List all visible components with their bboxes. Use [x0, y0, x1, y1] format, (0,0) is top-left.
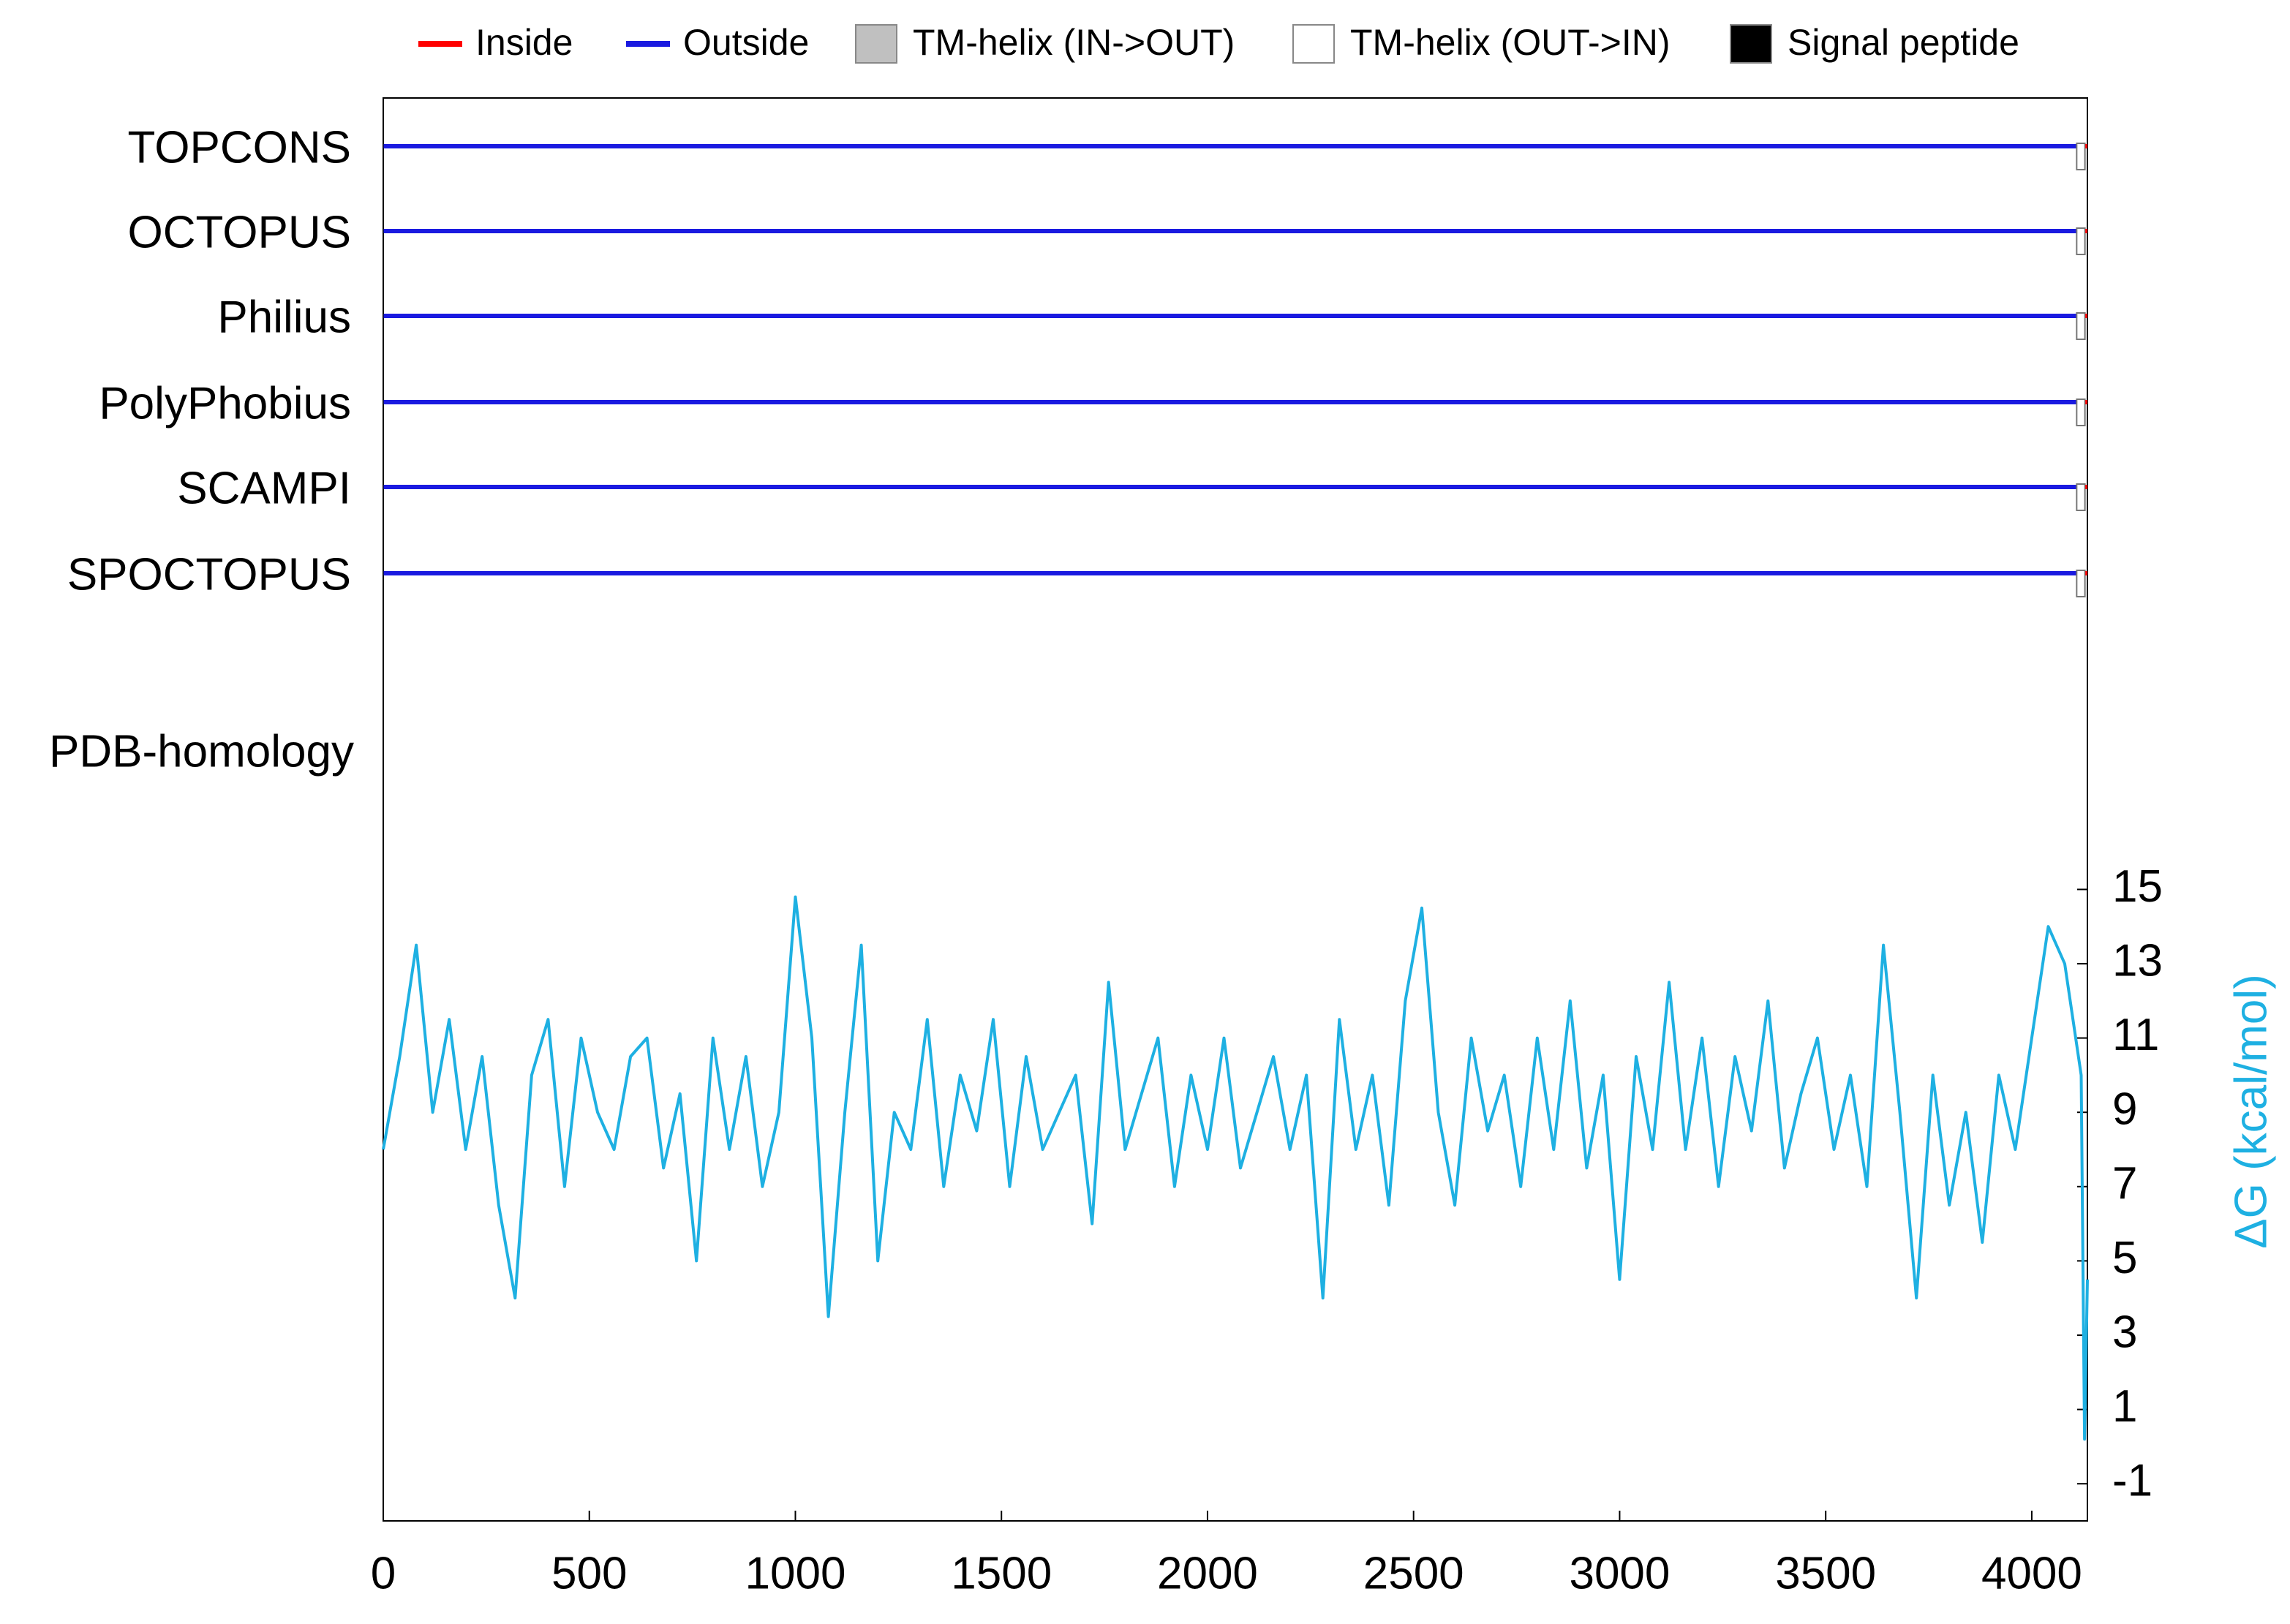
- legend-label: TM-helix (OUT->IN): [1350, 22, 1671, 63]
- y2-tick-label: 9: [2112, 1084, 2137, 1135]
- y2-tick-label: 3: [2112, 1307, 2137, 1357]
- legend-label: Outside: [683, 22, 809, 63]
- x-tick-label: 2000: [1157, 1548, 1258, 1598]
- y2-tick-label: 5: [2112, 1233, 2137, 1283]
- y2-tick-label: 15: [2112, 861, 2163, 912]
- track-label: OCTOPUS: [128, 207, 351, 257]
- track-label: Philius: [217, 292, 351, 342]
- dg-line: [382, 895, 2089, 1441]
- track-label: SCAMPI: [177, 463, 351, 513]
- x-tick-label: 3500: [1775, 1548, 1876, 1598]
- tm-segment: [2076, 570, 2086, 597]
- track-label: SPOCTOPUS: [67, 549, 351, 600]
- tm-segment: [2076, 227, 2086, 255]
- x-tick-label: 4000: [1981, 1548, 2082, 1598]
- tm-segment: [2076, 143, 2086, 170]
- legend-label: Signal peptide: [1788, 22, 2019, 63]
- x-tick-label: 1000: [745, 1548, 846, 1598]
- legend-label: TM-helix (IN->OUT): [913, 22, 1235, 63]
- tm-segment: [2076, 399, 2086, 426]
- homology-label: PDB-homology: [49, 726, 354, 777]
- y2-tick-label: 13: [2112, 935, 2163, 986]
- x-tick-label: 500: [551, 1548, 627, 1598]
- legend-swatch: [855, 24, 897, 64]
- legend-label: Inside: [475, 22, 573, 63]
- x-tick-label: 1500: [951, 1548, 1052, 1598]
- tm-segment: [2076, 312, 2086, 340]
- plot-frame: [383, 97, 2088, 1522]
- y2-tick-label: 11: [2112, 1010, 2159, 1060]
- y2-tick-label: -1: [2112, 1456, 2152, 1506]
- x-tick-label: 0: [371, 1548, 396, 1598]
- legend-swatch: [1730, 24, 1772, 64]
- track-label: PolyPhobius: [99, 378, 351, 428]
- y2-tick-label: 1: [2112, 1381, 2137, 1432]
- x-tick-label: 3000: [1569, 1548, 1670, 1598]
- y2-axis-label: ΔG (kcal/mol): [2226, 974, 2276, 1249]
- x-tick-label: 2500: [1363, 1548, 1464, 1598]
- legend-swatch: [1292, 24, 1335, 64]
- track-label: TOPCONS: [128, 122, 351, 173]
- y2-tick-label: 7: [2112, 1158, 2137, 1209]
- tm-segment: [2076, 483, 2086, 511]
